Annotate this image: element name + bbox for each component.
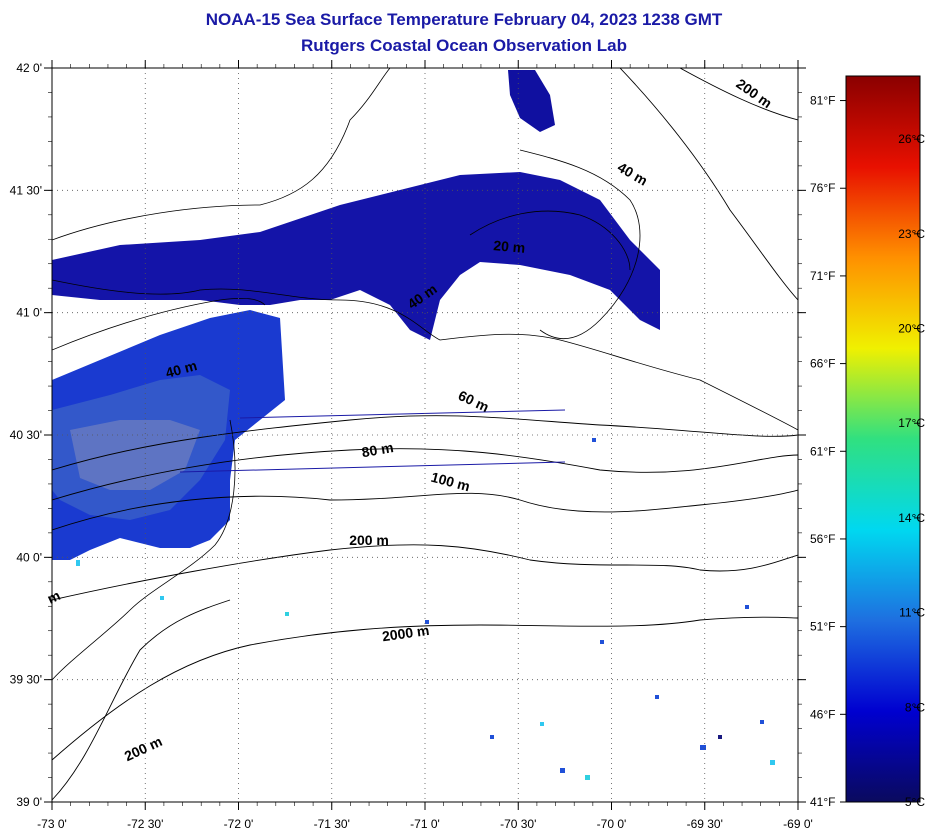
colorbar-celsius-label: 20°C: [898, 322, 925, 336]
contour-60m: [52, 415, 798, 471]
colorbar-fahrenheit-label: 76°F: [810, 181, 835, 195]
lat-tick-label: 40 0': [16, 550, 42, 564]
colorbar-celsius-label: 11°C: [899, 606, 925, 620]
contour-label: 200 m: [349, 532, 389, 548]
lat-tick-label: 39 30': [10, 673, 42, 687]
colorbar-celsius-label: 26°C: [898, 132, 925, 146]
colorbar-celsius-label: 17°C: [898, 416, 925, 430]
lon-tick-label: -71 0': [410, 817, 440, 831]
colorbar: [845, 75, 921, 803]
contour-2000m: [52, 616, 798, 761]
map-title: NOAA-15 Sea Surface Temperature February…: [205, 10, 723, 29]
contour-label: 80 m: [360, 439, 394, 460]
sst-region-north-coast: [52, 172, 660, 340]
colorbar-fahrenheit-label: 61°F: [810, 444, 835, 458]
colorbar-fahrenheit-label: 51°F: [810, 620, 835, 634]
colorbar-fahrenheit-label: 46°F: [810, 707, 835, 721]
contour-label: 200 m: [122, 733, 165, 764]
sst-region-cape-cod-bay: [508, 70, 555, 132]
contour-label: 100 m: [429, 469, 471, 495]
lon-tick-label: -70 30': [500, 817, 536, 831]
colorbar-celsius-label: 23°C: [898, 227, 925, 241]
contour-label: 40 m: [164, 357, 199, 381]
lon-tick-label: -72 0': [224, 817, 254, 831]
contour-200m-east: [679, 68, 798, 121]
map-frame: [51, 67, 799, 803]
lon-tick-label: -69 30': [687, 817, 723, 831]
bathymetry-contours: [52, 68, 798, 801]
contour-label: 2000 m: [381, 622, 430, 644]
contour-label: 200 m: [733, 75, 775, 111]
contour-label: 20 m: [493, 237, 526, 256]
contour-label: m: [45, 587, 63, 607]
colorbar-celsius-label: 5°C: [905, 795, 925, 809]
lat-tick-label: 42 0': [16, 61, 42, 75]
colorbar-labels: 26°C 23°C 20°C 17°C 14°C 11°C 8°C 5°C 81°F 76°F 71…: [810, 94, 925, 809]
contour-label: 60 m: [456, 387, 492, 415]
lon-tick-label: -72 30': [127, 817, 163, 831]
lon-tick-label: -71 30': [314, 817, 350, 831]
lon-tick-label: -70 0': [597, 817, 627, 831]
coastline: [52, 68, 798, 681]
contour-shelf-east: [619, 68, 798, 301]
sst-scatter-pixels: [76, 438, 775, 780]
contour-100m: [52, 489, 798, 531]
contour-200m-shelf: [52, 544, 798, 601]
lon-tick-label: -73 0': [37, 817, 67, 831]
colorbar-celsius-label: 14°C: [898, 511, 925, 525]
colorbar-fahrenheit-label: 81°F: [810, 94, 835, 108]
colorbar-fahrenheit-label: 41°F: [810, 795, 835, 809]
lon-tick-label: -69 0': [783, 817, 813, 831]
sst-field: [52, 70, 775, 780]
lat-tick-label: 39 0': [16, 795, 42, 809]
contour-label: 40 m: [615, 159, 651, 189]
sst-region-nj-core: [70, 420, 200, 490]
lat-tick-label: 40 30': [10, 428, 42, 442]
scan-lines: [179, 409, 566, 473]
contour-80m: [52, 448, 798, 501]
colorbar-fahrenheit-label: 66°F: [810, 357, 835, 371]
colorbar-fahrenheit-label: 56°F: [810, 532, 835, 546]
lat-tick-label: 41 0': [16, 306, 42, 320]
axis-ticks: -73 0' -72 30' -72 0' -71 30' -71 0' -70 30' -…: [10, 60, 813, 831]
colorbar-fahrenheit-label: 71°F: [810, 269, 835, 283]
contour-200m-south: [52, 599, 231, 801]
map-subtitle: Rutgers Coastal Ocean Observation Lab: [301, 36, 627, 55]
colorbar-celsius-label: 8°C: [905, 700, 925, 714]
lat-tick-label: 41 30': [10, 183, 42, 197]
